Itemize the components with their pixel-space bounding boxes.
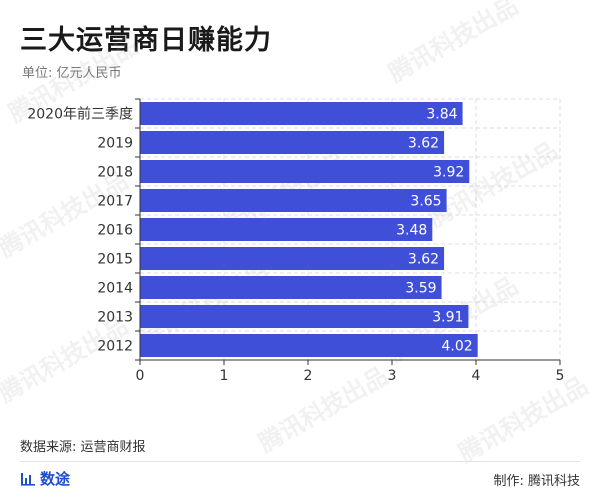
bar-chart-icon: [21, 472, 35, 486]
bar-value-label: 3.48: [396, 223, 427, 239]
bar-value-label: 3.84: [426, 107, 457, 123]
x-tick-label: 5: [556, 368, 565, 384]
brand-logo: 数途: [20, 468, 70, 489]
bar-value-label: 4.02: [442, 339, 473, 355]
x-tick-label: 3: [388, 368, 397, 384]
category-label: 2019: [97, 136, 133, 152]
category-label: 2018: [97, 165, 133, 181]
bar: [140, 160, 470, 183]
category-label: 2020年前三季度: [27, 106, 133, 123]
category-label: 2013: [97, 310, 133, 326]
bar-value-label: 3.92: [433, 165, 464, 181]
bar: [140, 247, 445, 270]
data-source: 数据来源: 运营商财报: [20, 440, 146, 455]
bar: [140, 276, 442, 299]
bar-chart: 3.84 2020年前三季度 3.62 2019 3.92 2018 3.65 2017 3.4…: [27, 98, 565, 384]
bar: [140, 334, 478, 357]
category-label: 2014: [97, 281, 133, 297]
bar: [140, 189, 447, 212]
bar-value-label: 3.62: [408, 136, 439, 152]
x-tick-label: 4: [472, 368, 481, 384]
bar-value-label: 3.91: [432, 310, 463, 326]
x-tick-label: 1: [220, 368, 229, 384]
category-label: 2017: [97, 194, 133, 210]
bar: [140, 218, 433, 241]
x-tick-label: 0: [136, 368, 145, 384]
credit-label: 制作: 腾讯科技: [493, 474, 580, 489]
bar: [140, 102, 463, 125]
chart-title: 三大运营商日赚能力: [20, 25, 272, 56]
bar-value-label: 3.65: [410, 194, 441, 210]
bar-value-label: 3.62: [408, 252, 439, 268]
category-label: 2016: [97, 223, 133, 239]
bar: [140, 305, 469, 328]
bar: [140, 131, 445, 154]
footer-divider: [20, 461, 580, 462]
unit-label: 单位: 亿元人民币: [22, 66, 122, 81]
category-label: 2012: [97, 339, 133, 355]
category-label: 2015: [97, 252, 133, 268]
bar-value-label: 3.59: [405, 281, 436, 297]
x-tick-label: 2: [304, 368, 313, 384]
brand-name: 数途: [40, 470, 71, 488]
